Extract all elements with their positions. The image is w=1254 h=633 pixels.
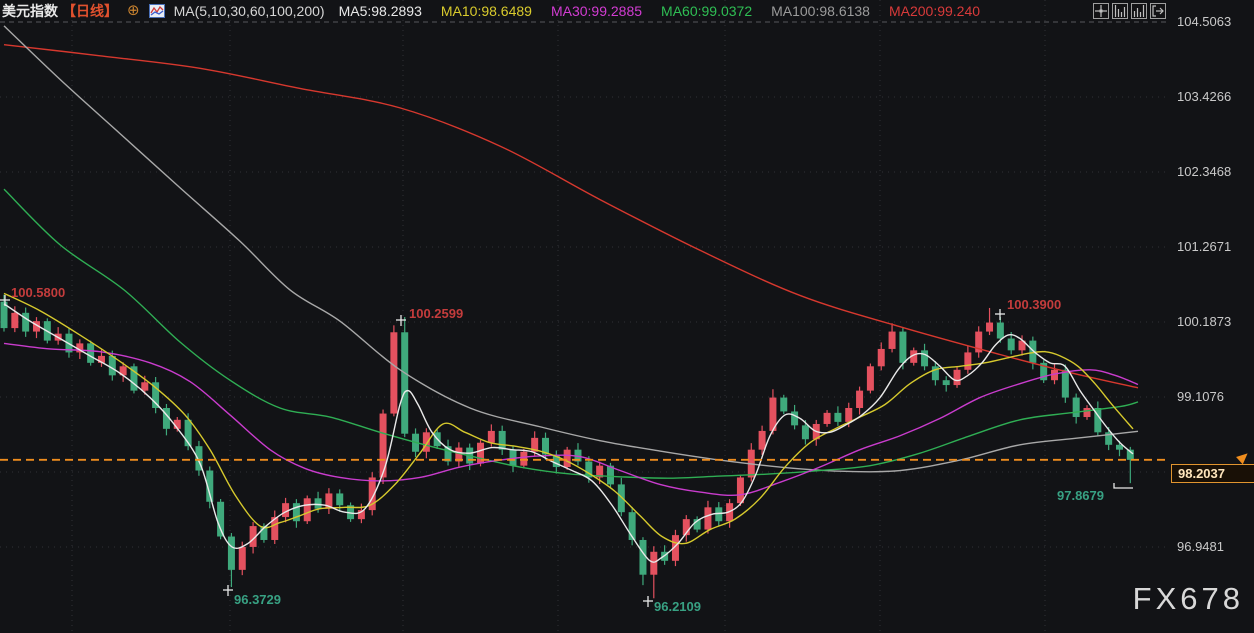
ma-line-ma200 xyxy=(3,43,1139,389)
ma-value-ma200: MA200:99.240 xyxy=(888,3,981,19)
left-scale-chart-icon[interactable] xyxy=(1112,3,1128,19)
price-annotation: 96.2109 xyxy=(654,599,701,614)
compare-add-icon[interactable]: ⊕ xyxy=(127,2,140,19)
brand-watermark: FX678 xyxy=(1132,581,1244,616)
price-annotation: 96.3729 xyxy=(234,592,281,607)
y-axis-label: 100.1873 xyxy=(1177,314,1232,330)
gridlines xyxy=(0,0,1170,633)
y-axis-label: 101.2671 xyxy=(1177,239,1232,255)
ma-value-ma60: MA60:99.0372 xyxy=(661,3,753,19)
y-axis-label: 103.4266 xyxy=(1177,89,1232,104)
candlestick-series xyxy=(0,294,1134,599)
last-price-tag: 98.2037 xyxy=(1171,463,1254,483)
ma-values-row: MA5:98.2893 MA10:98.6489 MA30:99.2885 MA60:… xyxy=(334,3,980,19)
mini-chart-icon[interactable] xyxy=(148,4,165,18)
ma-line-ma60 xyxy=(3,188,1139,479)
period-label: 【日线】 xyxy=(62,3,118,19)
chart-toolbar xyxy=(1093,3,1166,19)
crosshair-pan-icon[interactable] xyxy=(1093,3,1109,19)
ma-line-ma100 xyxy=(3,25,1139,473)
right-scale-chart-icon[interactable] xyxy=(1131,3,1147,19)
y-axis-label: 104.5063 xyxy=(1177,14,1232,29)
ma-value-ma30: MA30:99.2885 xyxy=(550,3,643,19)
price-annotation: 100.3900 xyxy=(1007,297,1061,312)
ma-line-ma30 xyxy=(3,342,1139,497)
indicator-params-label: MA(5,10,30,60,100,200) xyxy=(173,3,325,19)
exit-view-icon[interactable] xyxy=(1150,3,1166,19)
ma-line-ma10 xyxy=(3,292,1134,545)
y-axis-label: 96.9481 xyxy=(1177,539,1224,555)
symbol-name: 美元指数 xyxy=(2,3,58,19)
price-annotation: 100.2599 xyxy=(409,306,463,321)
chart-header: 美元指数 【日线】 ⊕ MA(5,10,30,60,100,200) MA5:9… xyxy=(2,1,980,21)
y-axis-label: 99.1076 xyxy=(1177,389,1224,405)
price-annotations: 100.5800 100.2599 100.3900 97.8679 96.3729 96… xyxy=(0,285,1133,614)
price-annotation: 100.5800 xyxy=(11,285,65,300)
ma-value-ma100: MA100:98.6138 xyxy=(771,3,870,19)
ma-line-ma5 xyxy=(3,303,1134,563)
ma-value-ma5: MA5:98.2893 xyxy=(338,3,422,19)
ma-value-ma10: MA10:98.6489 xyxy=(440,3,532,19)
price-annotation: 97.8679 xyxy=(1057,488,1104,503)
y-axis-label: 102.3468 xyxy=(1177,164,1232,180)
